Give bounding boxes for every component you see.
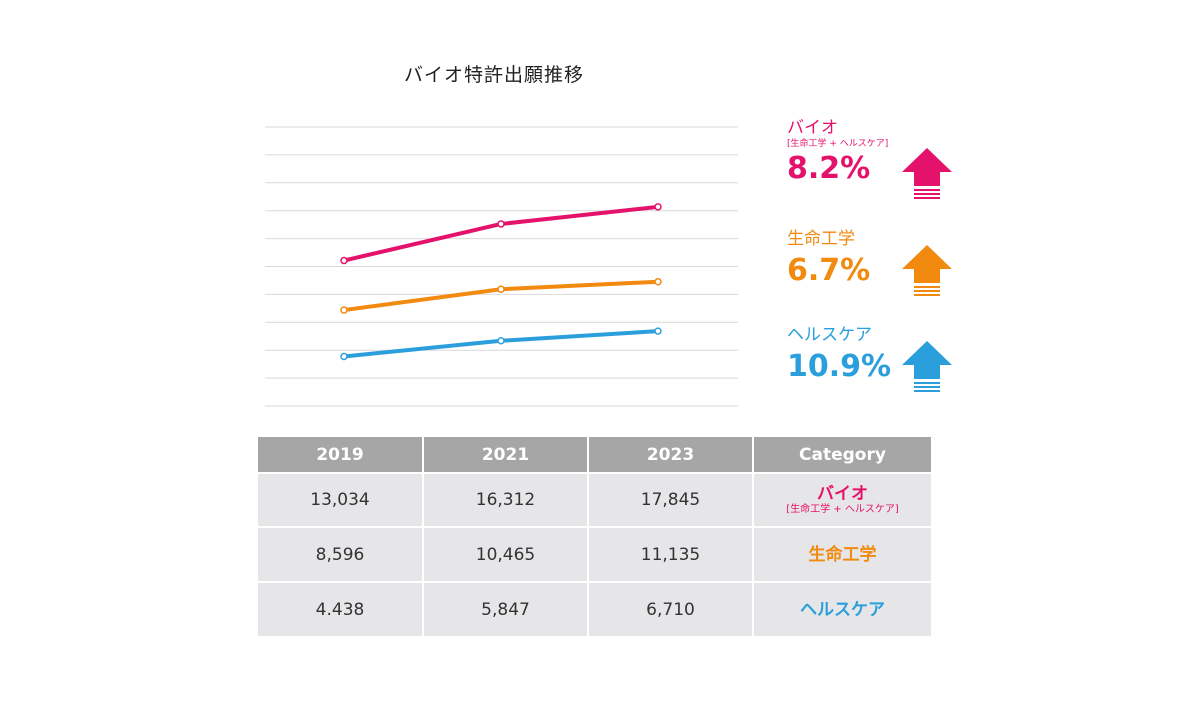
growth-series-name: バイオ <box>787 118 838 138</box>
data-point-0-0 <box>340 256 348 265</box>
growth-legend-biotech: 生命工学 6.7% <box>787 229 870 288</box>
category-cell: バイオ [生命工学 + ヘルスケア] <box>753 473 931 528</box>
category-name: 生命工学 <box>808 544 877 565</box>
table-row: 13,034 16,312 17,845 バイオ [生命工学 + ヘルスケア] <box>258 473 931 528</box>
table-cell: 13,034 <box>258 473 424 528</box>
data-point-0-2 <box>654 203 662 211</box>
table-header-cell: 2023 <box>588 437 754 474</box>
table-cell: 8,596 <box>258 527 424 583</box>
table-cell: 11,135 <box>588 527 754 583</box>
data-point-2-2 <box>654 327 662 335</box>
data-point-1-1 <box>497 285 505 293</box>
data-table: 2019 2021 2023 Category 13,034 16,312 17… <box>258 437 931 636</box>
category-cell: 生命工学 <box>753 527 931 583</box>
table-row: 4.438 5,847 6,710 ヘルスケア <box>258 582 931 636</box>
table-row: 8,596 10,465 11,135 生命工学 <box>258 527 931 583</box>
table-cell: 10,465 <box>423 527 589 583</box>
table-cell: 17,845 <box>588 473 754 528</box>
category-name: バイオ <box>817 484 868 504</box>
growth-percent: 10.9% <box>787 349 892 384</box>
category-cell: ヘルスケア <box>753 582 931 636</box>
table-header-cell: 2021 <box>423 437 589 474</box>
table-header-cell: Category <box>753 437 931 474</box>
data-point-2-1 <box>497 336 505 345</box>
grid-lines <box>265 126 738 407</box>
growth-legend-bio: バイオ [生命工学 + ヘルスケア] 8.2% <box>787 118 888 186</box>
series-lines <box>340 203 662 361</box>
table-cell: 4.438 <box>258 582 424 636</box>
category-name: ヘルスケア <box>800 599 885 620</box>
growth-series-subtitle: [生命工学 + ヘルスケア] <box>787 139 889 149</box>
growth-percent: 8.2% <box>787 151 871 186</box>
table-header-cell: 2019 <box>258 437 424 474</box>
table-header-row: 2019 2021 2023 Category <box>258 437 931 474</box>
data-point-0-1 <box>497 220 505 228</box>
data-point-2-0 <box>340 352 348 361</box>
data-point-1-2 <box>654 277 662 286</box>
growth-series-name: ヘルスケア <box>787 325 872 345</box>
line-chart <box>265 126 738 407</box>
growth-series-name: 生命工学 <box>787 229 855 249</box>
chart-title: バイオ特許出願推移 <box>404 64 585 86</box>
up-arrow-icon <box>902 148 952 199</box>
growth-percent: 6.7% <box>787 253 871 288</box>
series-line-0 <box>343 204 659 263</box>
growth-legend-healthcare: ヘルスケア 10.9% <box>787 325 891 384</box>
table-cell: 5,847 <box>423 582 589 636</box>
table-cell: 16,312 <box>423 473 589 528</box>
up-arrow-icon <box>902 245 952 296</box>
category-subtitle: [生命工学 + ヘルスケア] <box>786 504 899 515</box>
data-point-1-0 <box>340 306 348 314</box>
up-arrow-icon <box>902 341 952 392</box>
table-cell: 6,710 <box>588 582 754 636</box>
